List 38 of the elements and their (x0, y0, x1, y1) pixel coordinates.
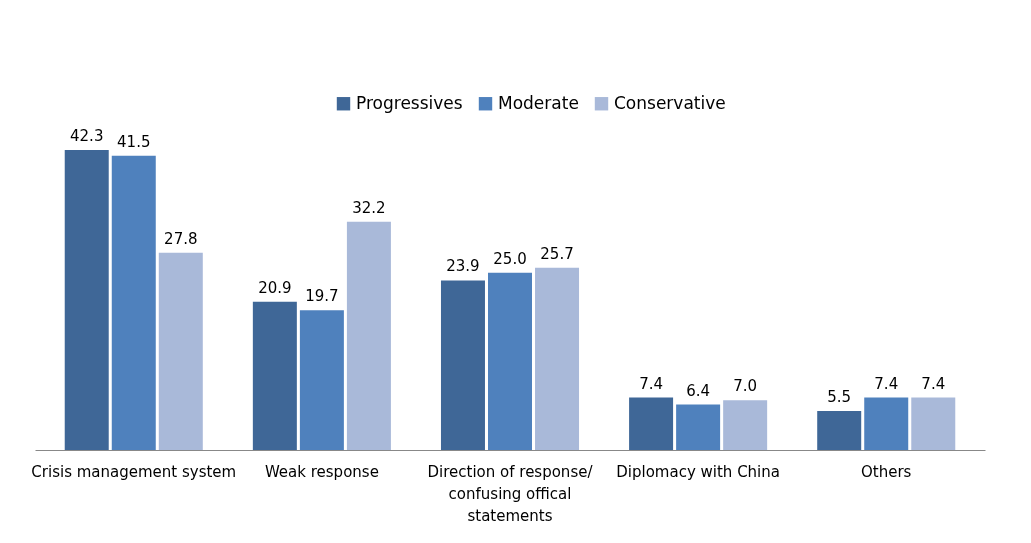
data-label: 19.7 (305, 287, 339, 306)
bar (346, 221, 391, 450)
x-tick-label: Direction of response/ confusing offical statements (427, 462, 594, 525)
bar (817, 410, 862, 450)
bar (535, 267, 580, 450)
data-label: 27.8 (164, 229, 198, 248)
legend-label: Moderate (498, 92, 579, 113)
data-label: 6.4 (686, 381, 711, 400)
data-label: 5.5 (827, 387, 852, 406)
bar (864, 397, 909, 450)
data-label: 25.7 (540, 244, 574, 263)
bar (629, 397, 674, 450)
bar (676, 404, 721, 450)
data-label: 23.9 (446, 257, 480, 276)
data-label: 7.0 (733, 377, 758, 396)
bar (723, 400, 768, 450)
legend-label: Conservative (614, 92, 726, 113)
x-tick-label: Weak response (264, 462, 379, 481)
data-label: 7.4 (639, 374, 664, 393)
bar (440, 280, 485, 450)
bar (911, 397, 956, 450)
x-tick-label: Crisis management system (31, 462, 237, 481)
bar (158, 252, 203, 450)
data-label: 42.3 (70, 127, 104, 145)
bar (488, 272, 532, 450)
bar (299, 310, 344, 450)
data-label: 41.5 (117, 132, 151, 151)
data-label: 25.0 (493, 249, 527, 268)
data-label: 32.2 (352, 198, 386, 217)
x-tick-label: Others (861, 462, 912, 481)
data-label: 7.4 (874, 374, 899, 393)
bar (111, 155, 156, 450)
legend-label: Progressives (356, 92, 463, 113)
bar (252, 301, 297, 450)
data-label: 7.4 (921, 374, 946, 393)
bar (64, 150, 109, 450)
x-tick-label: Diplomacy with China (616, 462, 780, 481)
data-label: 20.9 (258, 278, 292, 297)
